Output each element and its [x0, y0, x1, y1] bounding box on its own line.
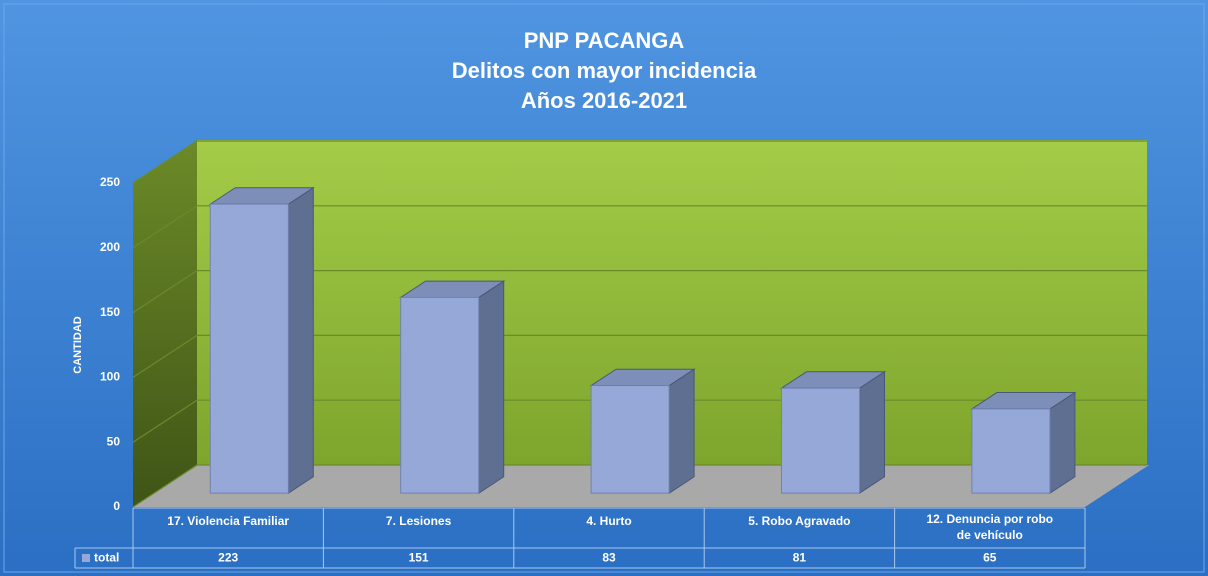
bar: [589, 368, 696, 495]
bar: [779, 370, 887, 495]
bar-side: [859, 370, 886, 495]
x-tick-label: 7. Lesiones: [386, 514, 452, 528]
bar-side: [478, 280, 505, 495]
y-axis-label: CANTIDAD: [72, 316, 84, 373]
chart-subtitle: Delitos con mayor incidencia: [452, 58, 757, 83]
bar-side: [287, 186, 314, 495]
bar-front: [209, 203, 289, 494]
x-tick-label: 5. Robo Agravado: [748, 514, 850, 528]
chart-title: PNP PACANGA: [524, 28, 685, 53]
y-tick-label: 100: [100, 370, 120, 384]
x-tick-label: de vehículo: [957, 528, 1023, 542]
grid-line: [132, 140, 1147, 184]
x-tick-label: 4. Hurto: [586, 514, 631, 528]
bar-front: [590, 385, 670, 494]
bar: [399, 280, 506, 495]
bar-front: [400, 296, 480, 494]
y-tick-label: 250: [100, 175, 120, 189]
side-wall: [133, 140, 197, 507]
x-tick-label: 12. Denuncia por robo: [926, 512, 1053, 526]
table-value: 81: [793, 551, 807, 565]
bar-side: [668, 368, 695, 495]
bar-front: [971, 408, 1051, 494]
grid-line: [132, 205, 1147, 249]
y-tick-label: 0: [113, 499, 120, 513]
bar-side: [1049, 391, 1076, 495]
x-tick-label: 17. Violencia Familiar: [167, 514, 289, 528]
table-value: 65: [983, 551, 997, 565]
frame: [3, 3, 1205, 573]
legend-label: total: [94, 551, 119, 565]
table-value: 83: [602, 551, 616, 565]
chart-subtitle: Años 2016-2021: [521, 88, 687, 113]
legend-swatch: [82, 554, 90, 562]
grid-line: [132, 334, 1147, 378]
bar: [970, 391, 1077, 495]
bar: [208, 186, 315, 495]
table-value: 223: [218, 551, 238, 565]
bar-front: [780, 387, 861, 494]
grid-line: [132, 270, 1147, 314]
y-tick-label: 200: [100, 240, 120, 254]
table-value: 151: [409, 551, 429, 565]
y-tick-label: 150: [100, 305, 120, 319]
y-tick-label: 50: [107, 434, 121, 448]
